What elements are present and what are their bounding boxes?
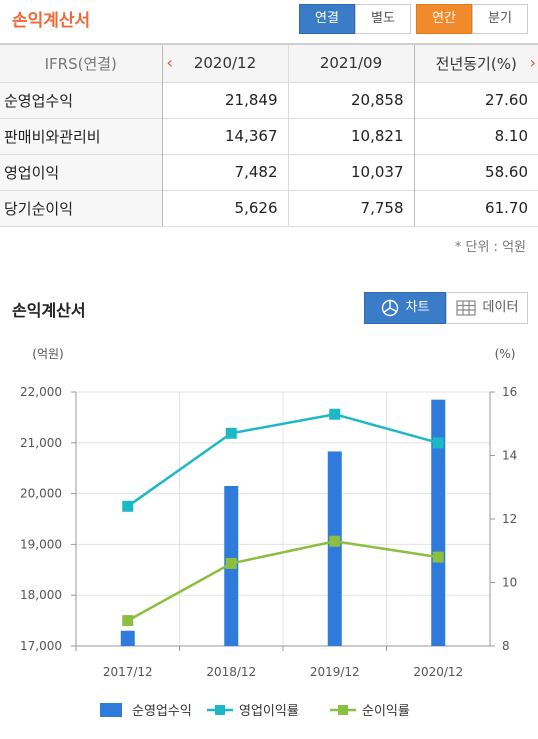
period-toggle: 연간 분기 (416, 4, 528, 34)
pie-chart-icon (381, 299, 398, 317)
page-title: 손익계산서 (12, 11, 91, 31)
bar (120, 630, 135, 646)
table-cell: 5,626 (161, 189, 288, 227)
data-point (432, 437, 444, 449)
legend-swatch (338, 705, 348, 715)
chevron-right-icon[interactable]: › (529, 53, 536, 73)
column-header-yoy: 전년동기(%) › (413, 43, 538, 82)
x-tick-label: 2017/12 (103, 665, 153, 679)
data-point (225, 557, 237, 569)
series-line (127, 412, 439, 508)
income-chart: (억원) (%) 17,000 18,000 19,000 20,000 21,000 22,… (20, 347, 517, 719)
table-row: 순영업수익 21,849 20,858 27.60 (0, 81, 538, 118)
period-label: 2020/12 (193, 54, 257, 73)
table-row: 당기순이익 5,626 7,758 61.70 (0, 189, 538, 227)
chart-button-label: 차트 (405, 300, 430, 315)
table-cell: 27.60 (413, 81, 538, 118)
y-tick-label: 19,000 (20, 537, 62, 551)
table-cell: 61.70 (413, 189, 538, 227)
table-cell: 58.60 (413, 153, 538, 190)
row-label: 당기순이익 (0, 189, 162, 227)
y2-tick-label: 14 (502, 449, 517, 463)
consolidation-toggle: 연결 별도 (299, 4, 411, 34)
y-tick-label: 22,000 (20, 385, 62, 399)
y2-tick-label: 8 (502, 639, 510, 653)
table-row: 영업이익 7,482 10,037 58.60 (0, 153, 538, 190)
chart-view-toggle: 차트 데이터 (364, 292, 528, 324)
legend-swatch (100, 703, 122, 717)
column-header-ifrs: IFRS(연결) (0, 43, 162, 82)
table-cell: 14,367 (161, 117, 288, 154)
x-tick-label: 2019/12 (310, 665, 360, 679)
bar (431, 399, 446, 646)
table-cell: 10,821 (287, 117, 414, 154)
legend-swatch (215, 705, 225, 715)
column-header-period: ‹ 2020/12 (161, 43, 288, 82)
left-axis-label: (억원) (32, 347, 63, 361)
data-point (329, 408, 341, 420)
data-button-label: 데이터 (482, 300, 519, 315)
bar (327, 451, 342, 646)
table-icon (455, 300, 476, 316)
row-label: 판매비와관리비 (0, 117, 162, 154)
chart-section-title: 손익계산서 (12, 301, 86, 320)
tab-annual[interactable]: 연간 (416, 4, 472, 34)
y2-tick-label: 12 (502, 512, 517, 526)
income-statement-table: IFRS(연결) ‹ 2020/12 2021/09 전년동기(%) › 순영업… (0, 43, 538, 227)
right-axis-label: (%) (495, 347, 516, 361)
data-point (225, 427, 237, 439)
legend-label: 순이익률 (362, 704, 410, 719)
table-cell: 7,482 (161, 153, 288, 190)
legend-label: 영업이익률 (239, 704, 299, 719)
table-cell: 10,037 (287, 153, 414, 190)
table-cell: 21,849 (161, 81, 288, 118)
chart-view-button[interactable]: 차트 (364, 292, 446, 324)
row-label: 영업이익 (0, 153, 162, 190)
table-cell: 8.10 (413, 117, 538, 154)
y2-tick-label: 10 (502, 576, 517, 590)
tab-separate[interactable]: 별도 (355, 4, 411, 34)
y-tick-label: 18,000 (20, 588, 62, 602)
table-header-row: IFRS(연결) ‹ 2020/12 2021/09 전년동기(%) › (0, 43, 538, 82)
data-point (122, 500, 134, 512)
row-label: 순영업수익 (0, 81, 162, 118)
legend-label: 순영업수익 (132, 704, 192, 719)
column-header-period: 2021/09 (287, 43, 414, 82)
unit-note: * 단위 : 억원 (454, 240, 526, 255)
income-statement-header: 손익계산서 연결 별도 연간 분기 (0, 0, 538, 40)
x-tick-label: 2020/12 (413, 665, 463, 679)
table-cell: 7,758 (287, 189, 414, 227)
data-point (329, 535, 341, 547)
y2-tick-label: 16 (502, 385, 517, 399)
series-line (127, 539, 439, 622)
data-point (122, 615, 134, 627)
y-tick-label: 21,000 (20, 436, 62, 450)
y-tick-label: 17,000 (20, 639, 62, 653)
tab-quarterly[interactable]: 분기 (472, 4, 528, 34)
data-point (432, 551, 444, 563)
x-tick-label: 2018/12 (206, 665, 256, 679)
chevron-left-icon[interactable]: ‹ (166, 53, 173, 73)
data-view-button[interactable]: 데이터 (446, 292, 528, 324)
period-label: 전년동기(%) (435, 54, 517, 73)
table-row: 판매비와관리비 14,367 10,821 8.10 (0, 117, 538, 154)
y-tick-label: 20,000 (20, 487, 62, 501)
table-cell: 20,858 (287, 81, 414, 118)
tab-consolidated[interactable]: 연결 (299, 4, 355, 34)
